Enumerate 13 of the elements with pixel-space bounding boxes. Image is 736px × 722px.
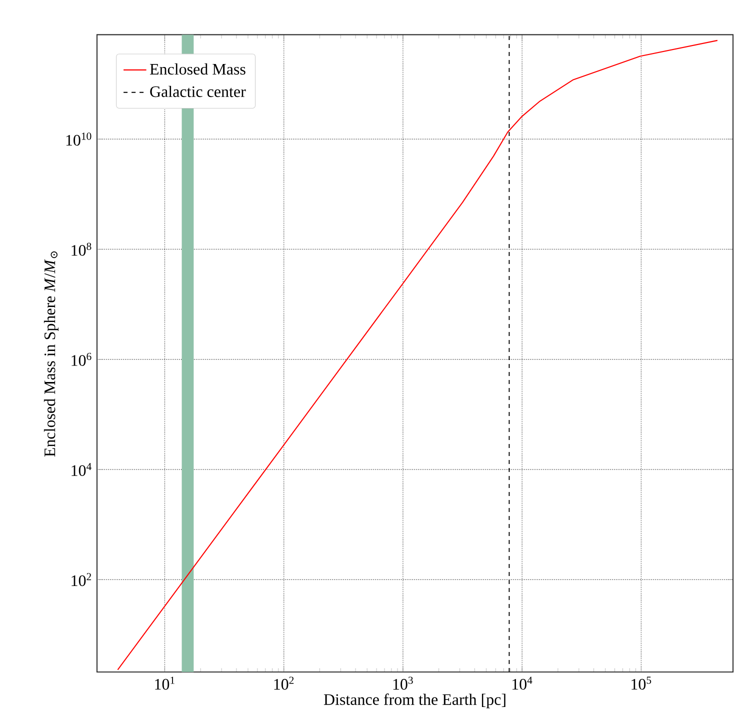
x-tick-label: 10$^{5}$ (632, 676, 652, 690)
y-tick-label: 10$^{4}$ (72, 463, 92, 476)
x-tick-label: 10$^{1}$ (155, 676, 174, 690)
y-tick-label: 10$^{2}$ (72, 573, 92, 586)
x-axis-title: Distance from the Earth [pc] (324, 694, 506, 708)
x-tick-label: 10$^{2}$ (274, 676, 294, 690)
y-tick-label: 10$^{8}$ (72, 242, 92, 256)
x-tick-label: 10$^{4}$ (512, 676, 532, 690)
ref-line-label: Galactic center (150, 86, 246, 98)
legend-label: Enclosed Mass (150, 63, 246, 75)
y-tick-label: 10$^{6}$ (72, 352, 92, 366)
y-tick-label: 10$^{10}$ (66, 132, 92, 146)
x-tick-label: 10$^{3}$ (393, 676, 413, 690)
